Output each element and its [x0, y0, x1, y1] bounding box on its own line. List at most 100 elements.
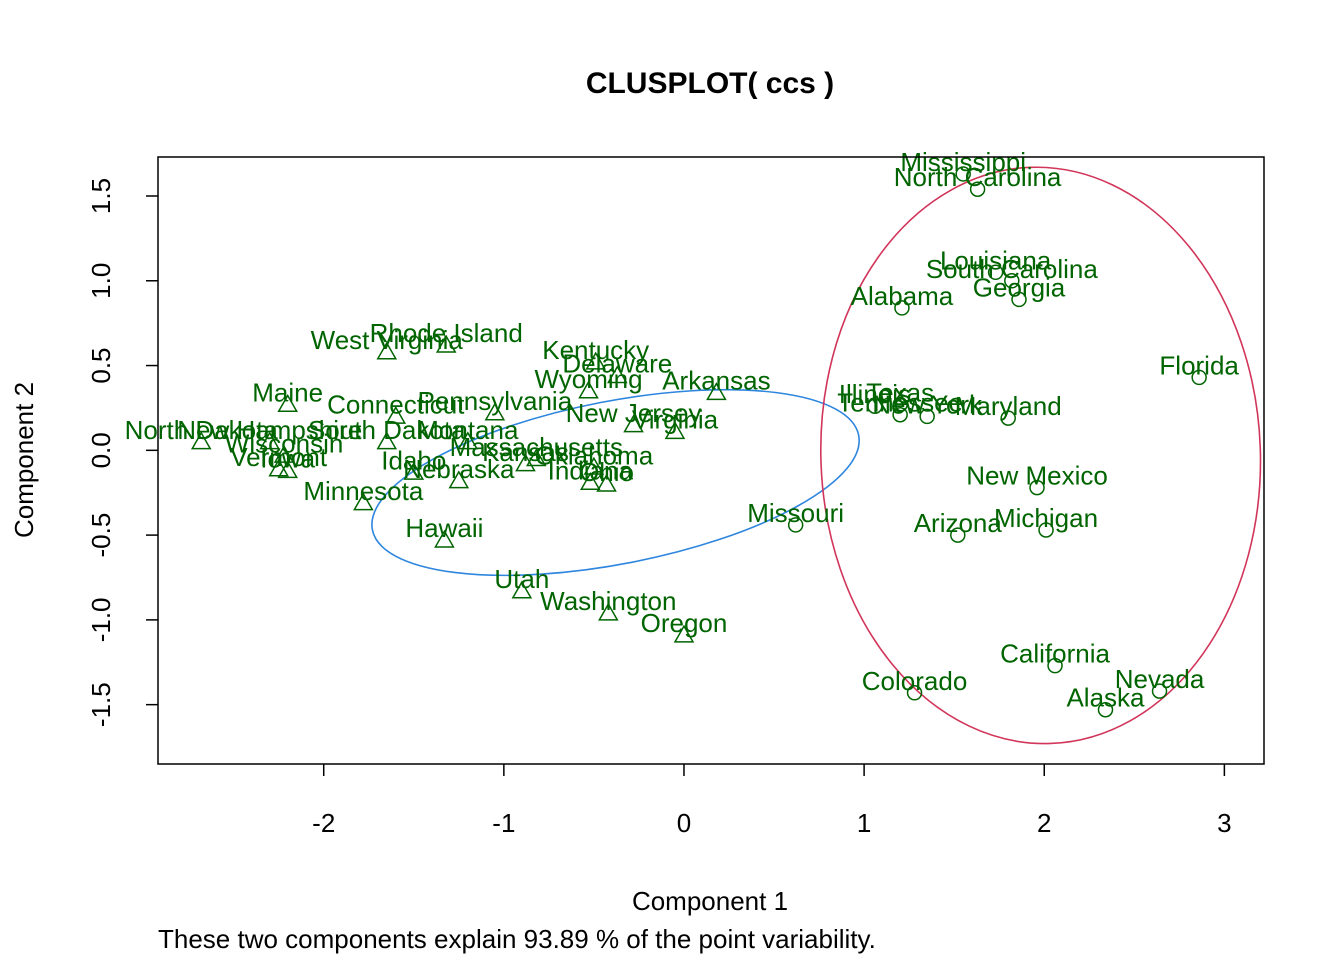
point-label: Oregon — [641, 608, 728, 638]
point-triangle — [353, 492, 374, 511]
point-label: Nebraska — [403, 454, 515, 484]
point-label: Missouri — [747, 498, 844, 528]
point-circle — [1000, 410, 1016, 426]
y-axis: -1.5 -1.0 -0.5 0.0 0.5 1.0 1.5 — [86, 178, 158, 727]
y-tick-label: 0.0 — [86, 432, 116, 468]
point-label: Wyoming — [534, 364, 642, 394]
chart-title: CLUSPLOT( ccs ) — [586, 67, 834, 100]
point-triangle — [457, 431, 479, 450]
point-label: Kentucky — [542, 335, 649, 365]
x-axis: -2 -1 0 1 2 3 — [312, 764, 1232, 838]
point-circle — [894, 300, 910, 316]
point-label: Michigan — [994, 503, 1098, 533]
plot-frame — [157, 156, 1265, 765]
point-label: Washington — [540, 586, 676, 616]
x-tick-label: 3 — [1217, 808, 1231, 838]
point-label: Alabama — [851, 281, 954, 311]
point-label: Oklahoma — [535, 440, 654, 470]
point-triangle — [673, 624, 695, 643]
point-triangle — [259, 431, 280, 450]
point-label: Texas — [866, 378, 934, 408]
point-label: Alaska — [1066, 683, 1145, 713]
point-circle — [1004, 273, 1020, 289]
point-label: New Hampshire — [177, 415, 362, 445]
point-circle — [867, 398, 883, 414]
point-label: South Dakota — [308, 415, 466, 445]
cluster-1-ellipse — [371, 388, 860, 577]
point-triangle — [583, 456, 605, 475]
point-label: New Jersey — [566, 398, 702, 428]
point-label: Minnesota — [303, 476, 423, 506]
point-triangle — [385, 405, 407, 424]
y-tick-label: -1.0 — [86, 597, 116, 642]
cluster-ellipses — [371, 166, 1262, 745]
point-triangle — [484, 402, 506, 421]
point-label: Massachusetts — [450, 432, 623, 462]
point-triangle — [273, 444, 295, 463]
point-label: California — [1000, 639, 1110, 669]
point-triangle — [580, 472, 601, 491]
point-triangle — [190, 431, 212, 450]
point-circle — [892, 396, 908, 413]
point-circle — [969, 181, 986, 197]
point-label: Vermont — [230, 442, 328, 472]
point-circle — [1011, 291, 1027, 308]
point-label: Idaho — [381, 445, 446, 475]
point-label: New Mexico — [966, 461, 1108, 491]
point-triangle — [268, 458, 289, 477]
point-triangle — [578, 380, 599, 399]
point-triangle — [623, 414, 644, 433]
point-circle — [950, 527, 966, 543]
point-label: Connecticut — [327, 389, 465, 419]
point-label: Arizona — [914, 508, 1003, 538]
point-label: Illinois — [839, 379, 911, 409]
point-label: Maine — [252, 378, 323, 408]
x-tick-label: 1 — [857, 808, 871, 838]
point-label: Delaware — [562, 349, 672, 379]
x-tick-label: -1 — [492, 808, 515, 838]
point-label: Montana — [417, 415, 519, 445]
point-circle — [892, 406, 908, 423]
point-label: Georgia — [973, 272, 1066, 302]
point-triangle — [376, 431, 398, 450]
point-label: Pennsylvania — [418, 386, 573, 416]
point-label: Colorado — [862, 666, 968, 696]
point-triangle — [525, 448, 547, 467]
point-circle — [906, 685, 923, 701]
point-label: Florida — [1159, 350, 1239, 380]
point-triangle — [596, 473, 617, 492]
point-triangle — [515, 453, 536, 472]
point-triangle — [448, 470, 470, 489]
point-label: South Carolina — [926, 254, 1099, 284]
point-label: Maryland — [955, 391, 1062, 421]
y-tick-label: 1.0 — [86, 263, 116, 299]
y-tick-label: 0.5 — [86, 347, 116, 383]
point-circle — [955, 166, 971, 182]
x-axis-title: Component 1 — [632, 886, 788, 916]
point-label: West Virginia — [311, 325, 464, 355]
point-circle — [1151, 683, 1168, 699]
data-points — [190, 166, 1207, 718]
point-label: Wisconsin — [225, 428, 343, 458]
point-circle — [1038, 522, 1054, 538]
point-label: Virginia — [632, 405, 719, 435]
x-tick-label: -2 — [312, 808, 335, 838]
point-triangle — [376, 341, 398, 360]
point-label: Nevada — [1115, 664, 1205, 694]
point-circle — [987, 264, 1004, 281]
point-triangle — [664, 421, 686, 440]
y-tick-label: 1.5 — [86, 178, 116, 214]
point-triangle — [706, 382, 727, 401]
point-triangle — [403, 461, 425, 480]
point-triangle — [585, 351, 607, 370]
point-label: Utah — [494, 564, 549, 594]
y-tick-label: -0.5 — [86, 513, 116, 558]
point-triangle — [435, 334, 457, 353]
y-tick-label: -1.5 — [86, 682, 116, 727]
point-label: New York — [872, 389, 983, 419]
chart-subtitle: These two components explain 93.89 % of … — [158, 924, 876, 954]
point-circle — [787, 517, 804, 533]
point-circle — [919, 408, 935, 425]
